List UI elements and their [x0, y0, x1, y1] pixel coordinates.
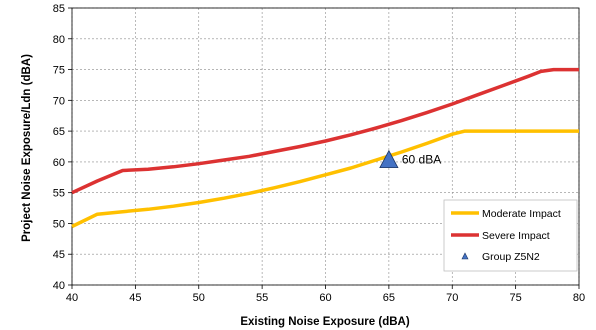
- x-axis-ticks: 40 45 50 55 60 65 70 75 80: [66, 285, 585, 304]
- legend-swatch-group-z5n2-triangle-icon: [461, 252, 469, 260]
- legend-label-severe-impact: Severe Impact: [482, 230, 550, 242]
- y-tick-label: 85: [53, 3, 65, 15]
- series-line-severe-impact: [71, 67, 579, 195]
- series-line-moderate-impact: [71, 129, 579, 229]
- legend-label-group-z5n2: Group Z5N2: [482, 251, 540, 263]
- data-point-group-z5n2: [379, 149, 399, 169]
- annotation-layer: 60 dBA: [402, 153, 441, 167]
- x-tick-label: 50: [193, 292, 205, 304]
- y-tick-label: 40: [53, 280, 65, 292]
- y-tick-label: 45: [53, 249, 65, 261]
- y-tick-label: 60: [53, 157, 65, 169]
- legend: Moderate Impact Severe Impact Group Z5N2: [443, 199, 578, 272]
- y-tick-label: 80: [53, 34, 65, 46]
- legend-label-moderate-impact: Moderate Impact: [482, 208, 561, 220]
- y-tick-label: 75: [53, 65, 65, 77]
- y-axis-title: Project Noise Exposure/Ldn (dBA): [21, 54, 33, 242]
- x-tick-label: 45: [129, 292, 141, 304]
- y-tick-label: 65: [53, 126, 65, 138]
- y-axis-ticks: 40 45 50 55 60 65 70 75 80 85: [53, 3, 72, 292]
- x-axis-title: Existing Noise Exposure (dBA): [240, 316, 410, 328]
- x-tick-label: 80: [573, 292, 585, 304]
- x-tick-label: 55: [256, 292, 268, 304]
- x-tick-label: 75: [510, 292, 522, 304]
- y-tick-label: 50: [53, 218, 65, 230]
- annotation-label: 60 dBA: [402, 153, 441, 167]
- y-tick-label: 55: [53, 188, 65, 200]
- series-layer: [71, 67, 579, 229]
- x-tick-label: 65: [383, 292, 395, 304]
- x-tick-label: 40: [66, 292, 78, 304]
- x-tick-label: 60: [319, 292, 331, 304]
- y-tick-label: 70: [53, 95, 65, 107]
- x-tick-label: 70: [446, 292, 458, 304]
